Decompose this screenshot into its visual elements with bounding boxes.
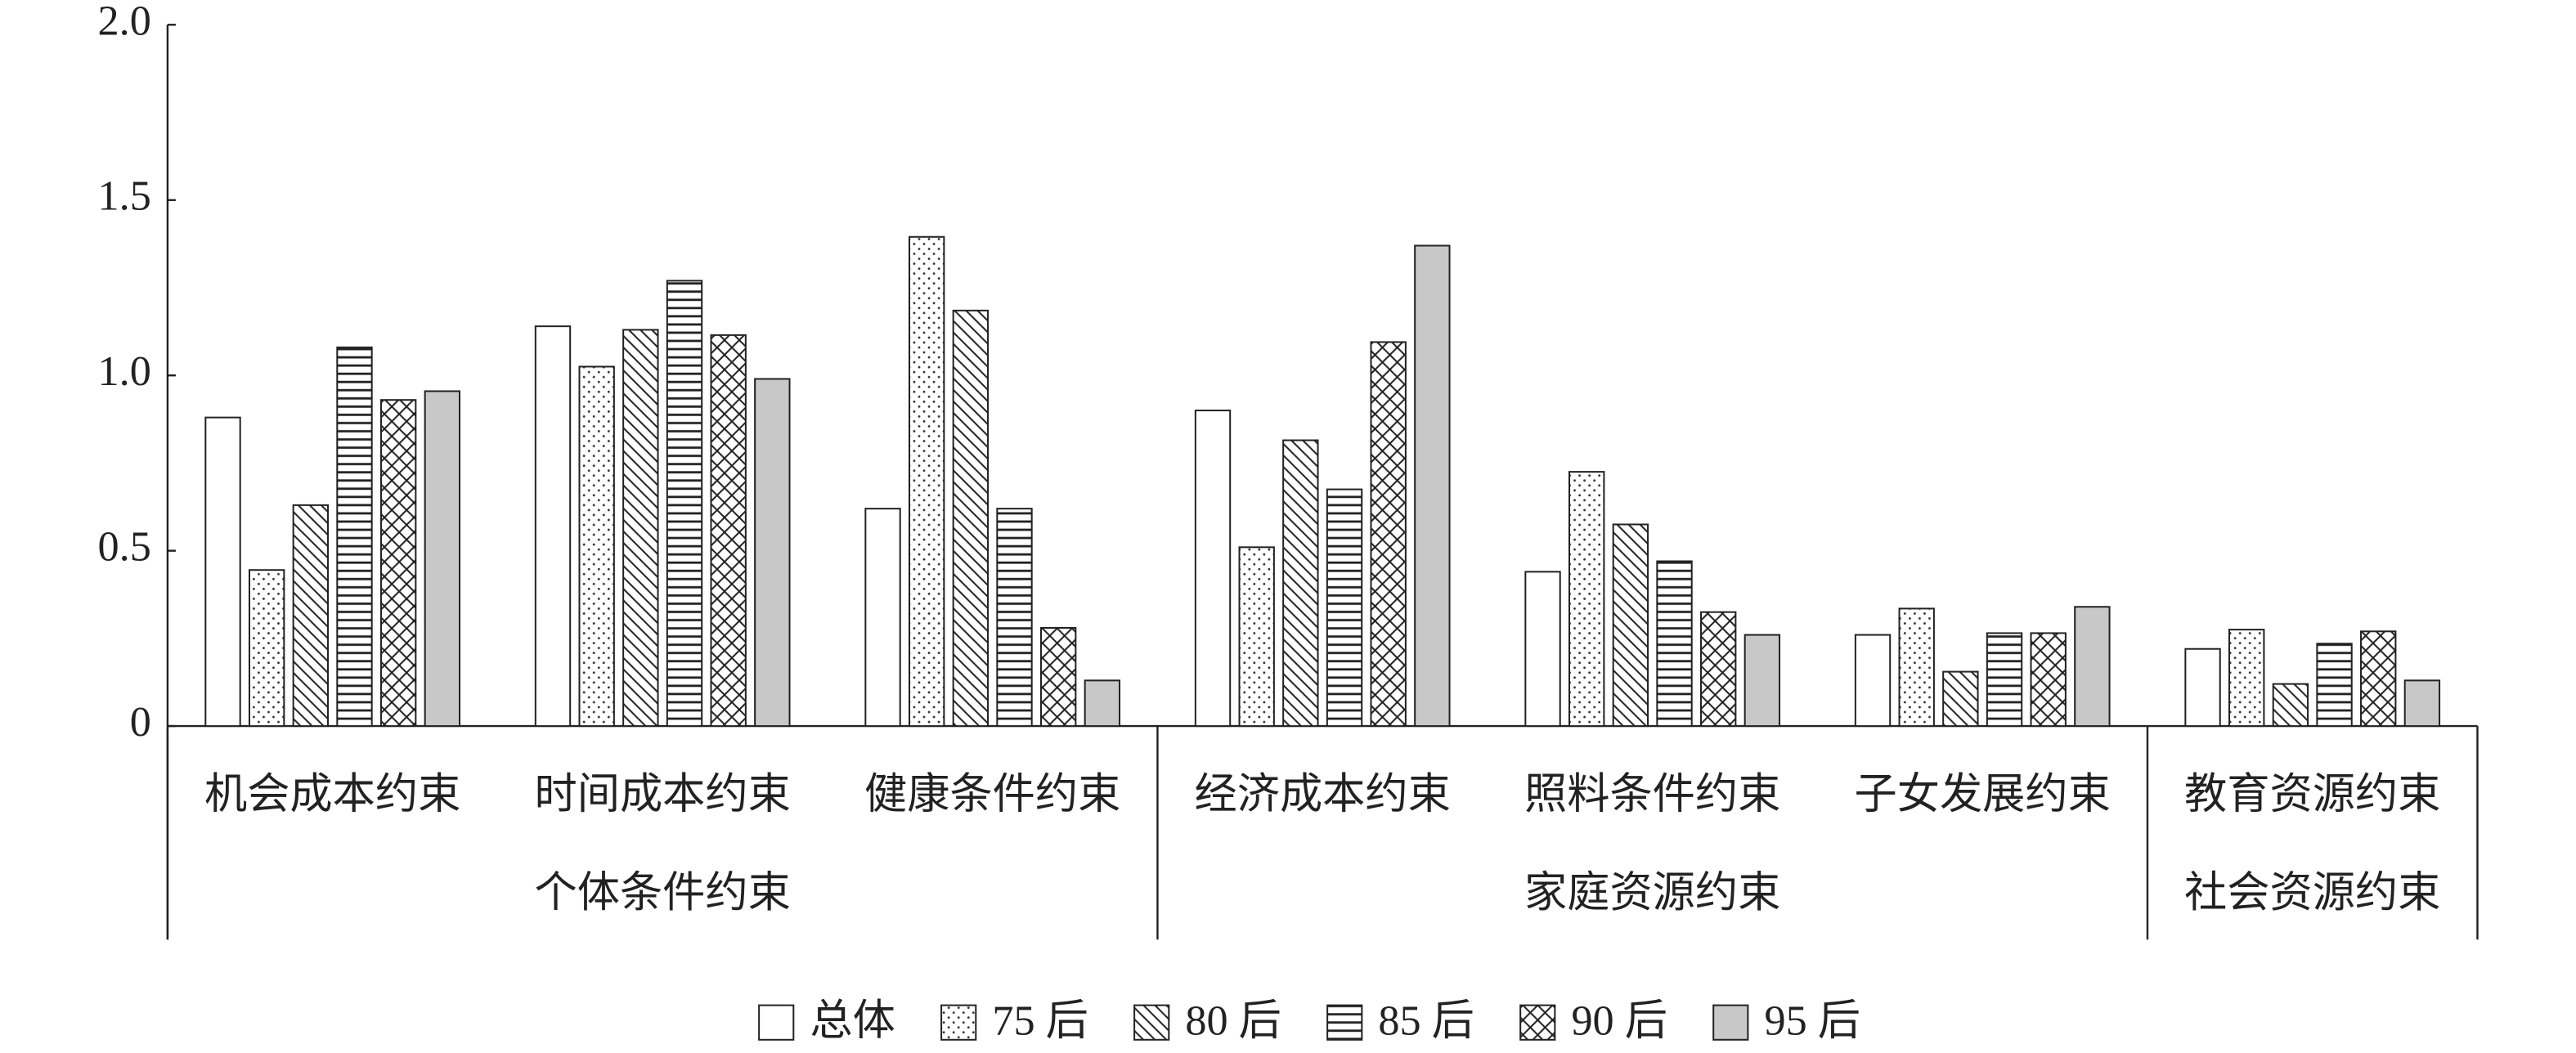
y-tick-label: 0.5 (98, 523, 151, 571)
bar (710, 334, 747, 728)
x-tick-label: 照料条件约束 (1524, 770, 1780, 818)
bar (1524, 571, 1561, 728)
bar (1039, 626, 1077, 728)
bar (1942, 670, 1979, 728)
x-tick-label: 健康条件约束 (864, 770, 1120, 818)
bar (952, 309, 990, 728)
bar (2184, 647, 2221, 728)
bar (2228, 629, 2265, 728)
bar (379, 399, 417, 728)
legend-label: 75 后 (992, 997, 1088, 1045)
bar (1568, 471, 1605, 728)
bar (424, 390, 461, 728)
legend-label: 总体 (810, 997, 895, 1045)
bar (1282, 439, 1319, 728)
legend-swatch (1326, 1004, 1363, 1041)
bar (2074, 606, 2111, 728)
legend-label: 95 后 (1764, 997, 1860, 1045)
bar (1612, 523, 1649, 728)
bar (2403, 679, 2441, 728)
y-tick-label: 1.5 (98, 173, 151, 220)
x-tick-label: 时间成本约束 (535, 770, 791, 818)
legend-label: 85 后 (1378, 997, 1474, 1045)
y-tick-label: 2.0 (98, 0, 151, 44)
bar (248, 569, 285, 728)
bar (864, 508, 901, 728)
bar (622, 329, 659, 728)
bar (1370, 341, 1407, 728)
legend-swatch (1712, 1004, 1749, 1041)
bar (1238, 546, 1275, 728)
group-label: 个体条件约束 (535, 869, 791, 916)
bar (1656, 560, 1693, 728)
bar (336, 346, 373, 728)
x-tick-label: 经济成本约束 (1195, 770, 1451, 818)
legend-label: 90 后 (1571, 997, 1667, 1045)
bar (578, 365, 615, 728)
legend-swatch (1519, 1004, 1556, 1041)
x-tick-label: 机会成本约束 (204, 770, 460, 818)
legend-swatch (758, 1004, 795, 1041)
bar (1898, 607, 1935, 728)
bar (2316, 643, 2353, 728)
legend-swatch (940, 1004, 977, 1041)
bar (1084, 679, 1121, 728)
legend-swatch (1133, 1004, 1170, 1041)
bar (1854, 634, 1892, 728)
bar (908, 235, 945, 728)
bar (2030, 632, 2067, 728)
bar (292, 504, 330, 728)
bar (1744, 634, 1781, 728)
group-label: 社会资源约束 (2184, 869, 2440, 916)
bar (1194, 410, 1232, 728)
bar (1414, 244, 1451, 728)
group-label: 家庭资源约束 (1524, 869, 1780, 916)
bar (666, 280, 703, 728)
x-tick-label: 教育资源约束 (2184, 770, 2440, 818)
bar (1986, 632, 2023, 728)
x-tick-label: 子女发展约束 (1855, 770, 2111, 818)
bar (534, 325, 572, 728)
bar (1326, 488, 1363, 728)
bar (204, 416, 241, 728)
legend-label: 80 后 (1185, 997, 1281, 1045)
bar (996, 508, 1033, 728)
bar (1700, 611, 1737, 728)
y-tick-label: 0 (130, 698, 151, 746)
bar (2272, 683, 2309, 728)
bar (754, 378, 791, 728)
bar (2360, 630, 2397, 728)
y-tick-label: 1.0 (98, 347, 151, 395)
